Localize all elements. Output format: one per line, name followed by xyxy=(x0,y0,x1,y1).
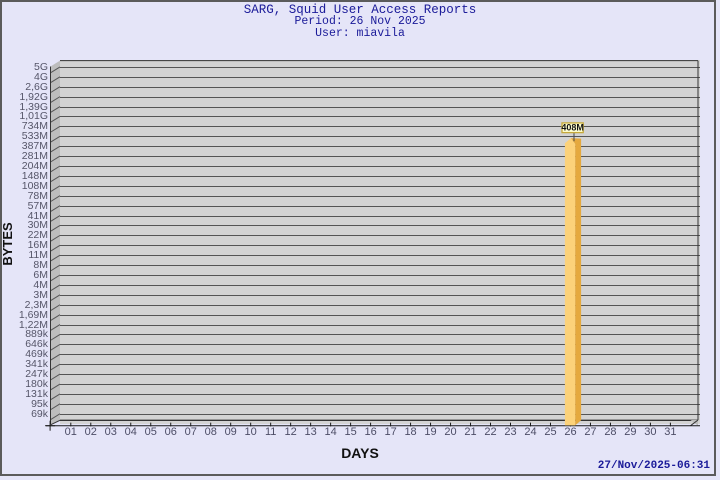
svg-text:03: 03 xyxy=(105,426,117,438)
svg-text:22: 22 xyxy=(484,426,496,438)
svg-text:26: 26 xyxy=(564,426,576,438)
svg-text:01: 01 xyxy=(65,426,77,438)
svg-text:24: 24 xyxy=(524,426,536,438)
svg-text:29: 29 xyxy=(624,426,636,438)
svg-text:21: 21 xyxy=(464,426,476,438)
svg-text:02: 02 xyxy=(85,426,97,438)
svg-text:17: 17 xyxy=(384,426,396,438)
svg-text:25: 25 xyxy=(544,426,556,438)
svg-text:13: 13 xyxy=(305,426,317,438)
svg-text:04: 04 xyxy=(125,426,137,438)
svg-text:31: 31 xyxy=(664,426,676,438)
svg-text:05: 05 xyxy=(145,426,157,438)
svg-text:11: 11 xyxy=(265,426,276,438)
svg-text:28: 28 xyxy=(604,426,616,438)
svg-text:15: 15 xyxy=(344,426,356,438)
svg-text:10: 10 xyxy=(245,426,257,438)
svg-text:30: 30 xyxy=(644,426,656,438)
svg-text:408M: 408M xyxy=(561,123,584,133)
svg-text:08: 08 xyxy=(205,426,217,438)
svg-text:09: 09 xyxy=(225,426,237,438)
svg-text:12: 12 xyxy=(285,426,297,438)
svg-text:20: 20 xyxy=(444,426,456,438)
svg-text:23: 23 xyxy=(504,426,516,438)
svg-text:07: 07 xyxy=(185,426,197,438)
svg-text:19: 19 xyxy=(424,426,436,438)
svg-text:16: 16 xyxy=(364,426,376,438)
svg-text:BYTES: BYTES xyxy=(0,222,15,266)
svg-text:06: 06 xyxy=(165,426,177,438)
svg-text:14: 14 xyxy=(325,426,337,438)
svg-text:27: 27 xyxy=(584,426,596,438)
svg-text:18: 18 xyxy=(404,426,416,438)
